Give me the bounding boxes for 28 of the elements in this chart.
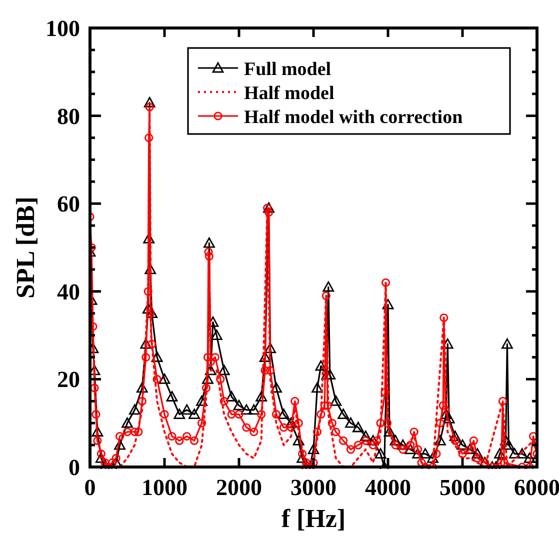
x-tick-label: 6000 xyxy=(514,475,559,500)
point xyxy=(145,102,154,112)
legend-label: Half model xyxy=(244,83,334,104)
legend-label: Full model xyxy=(244,59,332,80)
point xyxy=(144,287,152,296)
y-axis-title: SPL [dB] xyxy=(11,196,40,298)
point xyxy=(498,396,508,406)
y-tick-label: 100 xyxy=(46,16,80,41)
x-tick-label: 5000 xyxy=(440,475,486,500)
point xyxy=(398,445,408,454)
point xyxy=(381,278,390,287)
y-tick-label: 20 xyxy=(57,367,80,392)
y-tick-label: 80 xyxy=(57,104,80,129)
x-axis-title: f [Hz] xyxy=(281,504,346,533)
x-tick-label: 3000 xyxy=(290,475,336,500)
point xyxy=(440,313,448,322)
point xyxy=(93,436,102,445)
x-tick-label: 2000 xyxy=(216,475,262,500)
x-tick-label: 1000 xyxy=(142,475,188,500)
y-tick-label: 40 xyxy=(57,279,80,304)
y-tick-label: 60 xyxy=(57,192,80,217)
x-tick-label: 0 xyxy=(84,475,96,500)
legend-label: Half model with correction xyxy=(244,107,464,128)
point xyxy=(322,291,330,300)
x-tick-label: 4000 xyxy=(365,475,411,500)
point xyxy=(316,410,326,419)
y-tick-label: 0 xyxy=(68,455,80,480)
point xyxy=(391,440,400,450)
